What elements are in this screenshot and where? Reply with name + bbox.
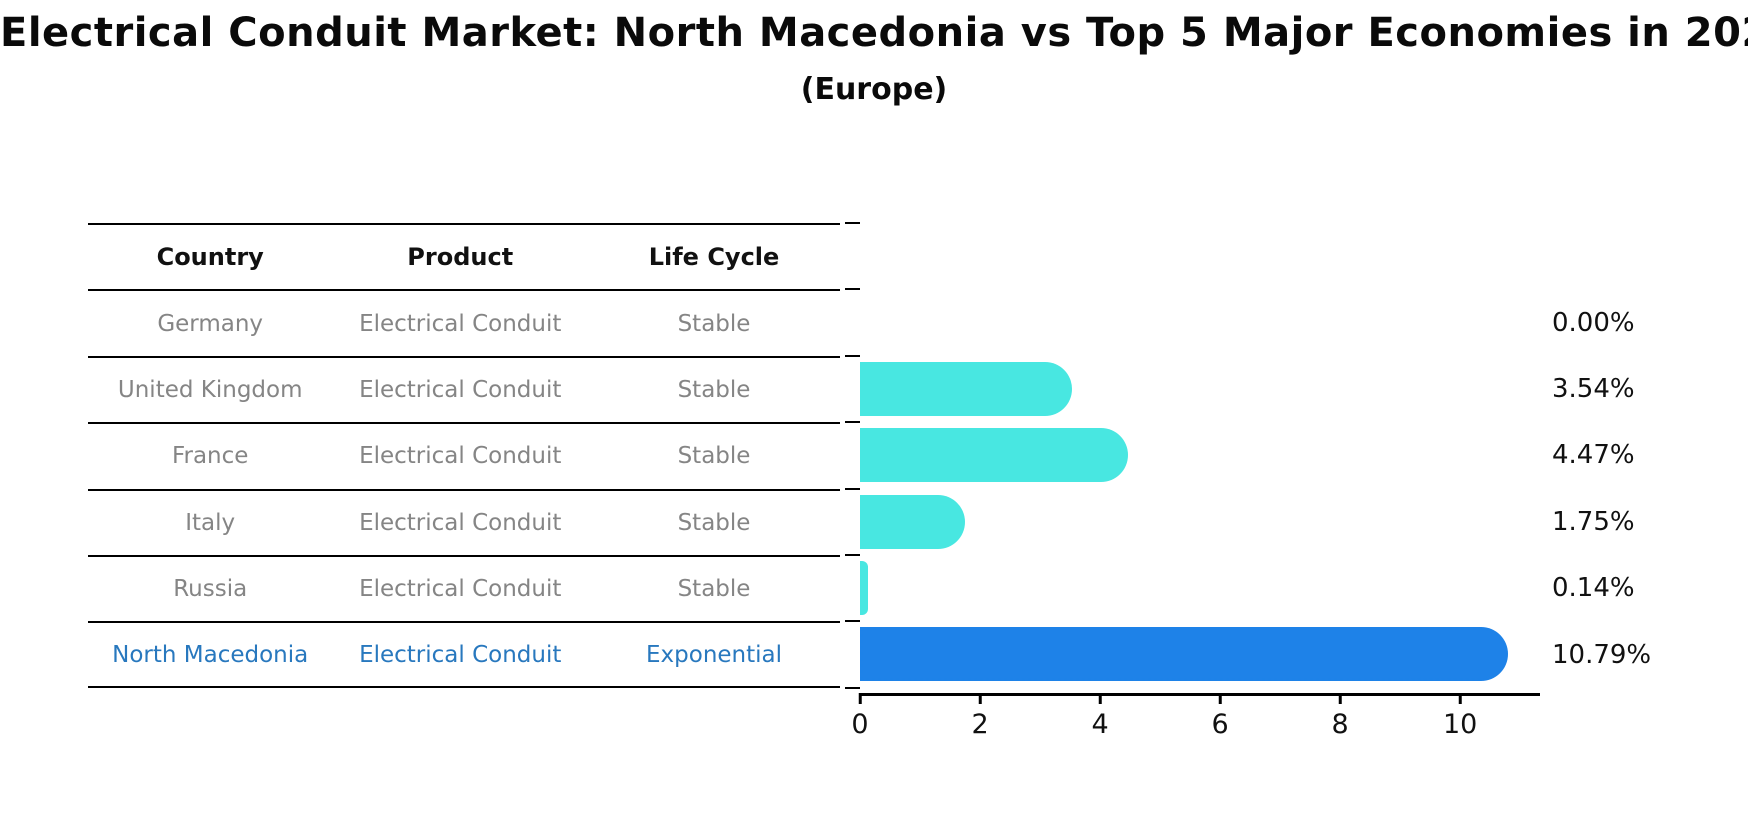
x-axis-tick-label: 10 <box>1442 709 1478 740</box>
value-label: 3.54% <box>1552 374 1635 404</box>
table-cell-lifecycle: Stable <box>677 376 751 403</box>
table-cell-product: Electrical Conduit <box>359 376 562 403</box>
y-axis-tick <box>845 686 860 689</box>
x-axis-tick-label: 2 <box>971 709 989 740</box>
value-label: 0.00% <box>1552 307 1635 338</box>
table-cell-lifecycle: Stable <box>677 310 751 337</box>
x-axis-tick <box>1458 693 1462 704</box>
table-row: France Electrical Conduit Stable <box>88 422 840 488</box>
table-row: Germany Electrical Conduit Stable <box>88 289 840 355</box>
table-cell-lifecycle: Exponential <box>646 641 783 668</box>
x-axis-tick-label: 4 <box>1091 709 1109 740</box>
table-cell-country: Germany <box>157 310 264 337</box>
bar-united-kingdom <box>860 361 1073 416</box>
y-axis-tick <box>845 354 860 357</box>
bar-north-macedonia <box>860 627 1508 682</box>
table-row: Italy Electrical Conduit Stable <box>88 488 840 555</box>
table-row: North Macedonia Electrical Conduit Expon… <box>88 621 840 688</box>
table-row: Russia Electrical Conduit Stable <box>88 554 840 621</box>
y-axis-tick <box>845 487 860 490</box>
x-axis-tick <box>1218 693 1222 704</box>
y-axis-tick <box>845 288 860 291</box>
x-axis-tick-label: 6 <box>1211 709 1229 740</box>
table-header-row: Country Product Life Cycle <box>88 223 840 289</box>
x-axis-tick <box>858 693 862 704</box>
x-axis-tick-label: 0 <box>851 709 869 740</box>
y-axis-tick <box>845 421 860 424</box>
y-axis-tick <box>845 222 860 224</box>
table-cell-lifecycle: Stable <box>677 576 751 603</box>
value-label: 0.14% <box>1552 573 1635 604</box>
table-cell-product: Electrical Conduit <box>359 443 562 470</box>
bar-plot: 0.00% 3.54% 4.47% 1.75% 0.14% 10.79% 0 2 4 6 8 10 <box>845 222 1651 740</box>
table-cell-product: Electrical Conduit <box>359 641 562 668</box>
table-cell-country: France <box>171 443 249 470</box>
chart-subtitle: (Europe) <box>800 72 948 107</box>
chart-title: Electrical Conduit Market: North Macedon… <box>0 10 1748 56</box>
table-cell-product: Electrical Conduit <box>359 576 562 603</box>
table-cell-product: Electrical Conduit <box>359 509 562 536</box>
x-axis-tick <box>1338 693 1342 704</box>
table-cell-lifecycle: Stable <box>677 509 751 536</box>
table-cell-country: United Kingdom <box>117 376 303 403</box>
table-cell-product: Electrical Conduit <box>359 310 562 337</box>
value-label: 1.75% <box>1552 506 1635 537</box>
column-header-lifecycle: Life Cycle <box>648 243 780 272</box>
table-cell-lifecycle: Stable <box>677 443 751 470</box>
x-axis-tick <box>1098 693 1102 704</box>
y-axis-tick <box>845 554 860 556</box>
x-axis-tick <box>978 693 982 704</box>
bar-italy <box>860 494 966 549</box>
table-row: United Kingdom Electrical Conduit Stable <box>88 355 840 422</box>
y-axis-tick <box>845 620 860 623</box>
bar-france <box>860 428 1129 483</box>
column-header-country: Country <box>156 243 264 272</box>
bar-russia <box>860 561 869 615</box>
country-table: Country Product Life Cycle Germany Elect… <box>88 223 840 688</box>
value-label: 4.47% <box>1552 440 1635 471</box>
table-cell-country: Italy <box>185 509 236 536</box>
column-header-product: Product <box>407 243 514 272</box>
x-axis-tick-label: 8 <box>1331 709 1349 740</box>
table-cell-country: North Macedonia <box>112 641 309 668</box>
table-cell-country: Russia <box>173 576 248 603</box>
value-label: 10.79% <box>1552 639 1652 670</box>
